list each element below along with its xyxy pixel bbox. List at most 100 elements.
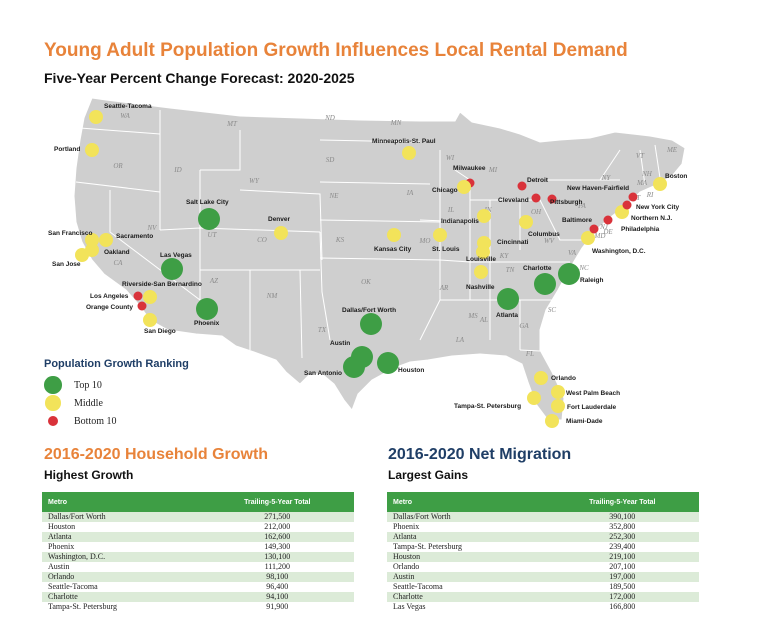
metro-label-phoenix: Phoenix bbox=[194, 320, 220, 327]
state-label-az: AZ bbox=[209, 277, 218, 285]
state-label-ar: AR bbox=[439, 284, 449, 292]
table-row: Atlanta 162,600 bbox=[42, 532, 354, 542]
total-cell: 252,300 bbox=[545, 532, 699, 542]
metro-label-milwaukee: Milwaukee bbox=[453, 165, 486, 172]
total-cell: 111,200 bbox=[200, 562, 354, 572]
metro-marker-las-vegas bbox=[161, 258, 183, 280]
state-label-md: MD bbox=[594, 232, 606, 240]
total-cell: 207,100 bbox=[545, 562, 699, 572]
metro-label-orlando: Orlando bbox=[551, 375, 576, 382]
metro-label-baltimore: Baltimore bbox=[562, 217, 592, 224]
state-label-wv: WV bbox=[544, 237, 555, 245]
metro-marker-st-louis bbox=[433, 228, 447, 242]
total-cell: 98,100 bbox=[200, 572, 354, 582]
household-growth-table: Metro Trailing-5-Year Total Dallas/Fort Wo… bbox=[42, 492, 354, 612]
table-row: Phoenix 352,800 bbox=[387, 522, 699, 532]
metro-label-minneapolis-st-paul: Minneapolis-St. Paul bbox=[372, 138, 436, 145]
state-label-wy: WY bbox=[249, 177, 260, 185]
state-label-wi: WI bbox=[446, 154, 455, 162]
state-label-va: VA bbox=[568, 249, 577, 257]
metro-label-kansas-city: Kansas City bbox=[374, 246, 412, 253]
metro-cell: Dallas/Fort Worth bbox=[42, 512, 201, 522]
metro-marker-new-haven-fairfield bbox=[628, 192, 638, 202]
metro-cell: Austin bbox=[42, 562, 201, 572]
metro-marker-new-york-city bbox=[622, 200, 632, 210]
metro-label-portland: Portland bbox=[54, 146, 80, 153]
total-cell: 96,400 bbox=[200, 582, 354, 592]
metro-cell: Houston bbox=[42, 522, 201, 532]
state-label-nj: NJ bbox=[599, 223, 609, 231]
net-migration-title: 2016-2020 Net Migration bbox=[388, 446, 572, 463]
state-label-ny: NY bbox=[601, 174, 612, 182]
metro-marker-columbus bbox=[519, 215, 533, 229]
metro-label-chicago: Chicago bbox=[432, 187, 458, 194]
metro-label-nashville: Nashville bbox=[466, 284, 495, 291]
metro-marker-baltimore bbox=[589, 224, 599, 234]
state-label-in: IN bbox=[484, 206, 492, 214]
legend-title: Population Growth Ranking bbox=[44, 358, 189, 370]
state-label-nv: NV bbox=[147, 224, 158, 232]
state-label-de: DE bbox=[602, 228, 613, 236]
metro-label-san-francisco: San Francisco bbox=[48, 230, 92, 237]
table-row: Charlotte 172,000 bbox=[387, 592, 699, 602]
metro-marker-denver bbox=[274, 226, 288, 240]
metro-marker-raleigh bbox=[558, 263, 580, 285]
metro-marker-washington-d-c bbox=[581, 231, 595, 245]
metro-marker-louisville bbox=[476, 245, 490, 259]
metro-marker-salt-lake-city bbox=[198, 208, 220, 230]
household-growth-subtitle: Highest Growth bbox=[44, 468, 134, 482]
state-label-al: AL bbox=[479, 316, 488, 324]
metro-label-san-antonio: San Antonio bbox=[304, 370, 342, 377]
table-row: Charlotte 94,100 bbox=[42, 592, 354, 602]
metro-label-west-palm-beach: West Palm Beach bbox=[566, 390, 620, 397]
table-row: Tampa-St. Petersburg 91,900 bbox=[42, 602, 354, 612]
metro-column-header: Metro bbox=[387, 492, 546, 512]
state-label-oh: OH bbox=[531, 208, 542, 216]
table-header-row: Metro Trailing-5-Year Total bbox=[387, 492, 699, 512]
metro-label-denver: Denver bbox=[268, 216, 291, 223]
table-row: Tampa-St. Petersburg 239,400 bbox=[387, 542, 699, 552]
total-cell: 166,800 bbox=[545, 602, 699, 612]
state-label-mi: MI bbox=[488, 166, 498, 174]
metro-label-philadelphia: Philadelphia bbox=[621, 226, 660, 233]
metro-label-boston: Boston bbox=[665, 173, 687, 180]
state-label-wa: WA bbox=[120, 112, 130, 120]
metro-label-charlotte: Charlotte bbox=[523, 265, 552, 272]
metro-label-fort-lauderdale: Fort Lauderdale bbox=[567, 404, 617, 411]
total-cell: 197,000 bbox=[545, 572, 699, 582]
total-cell: 94,100 bbox=[200, 592, 354, 602]
metro-marker-charlotte bbox=[534, 273, 556, 295]
metro-marker-dallas-fort-worth bbox=[360, 313, 382, 335]
metro-marker-detroit bbox=[517, 181, 527, 191]
total-cell: 162,600 bbox=[200, 532, 354, 542]
state-label-ut: UT bbox=[208, 231, 218, 239]
table-row: Las Vegas 166,800 bbox=[387, 602, 699, 612]
state-label-ne: NE bbox=[329, 192, 340, 200]
metro-cell: Houston bbox=[387, 552, 546, 562]
metro-marker-minneapolis-st-paul bbox=[402, 146, 416, 160]
table-row: Austin 111,200 bbox=[42, 562, 354, 572]
metro-cell: Seattle-Tacoma bbox=[42, 582, 201, 592]
state-label-nh: NH bbox=[641, 170, 653, 178]
state-label-sc: SC bbox=[548, 306, 557, 314]
metro-label-oakland: Oakland bbox=[104, 249, 130, 256]
metro-label-tampa-st-petersburg: Tampa-St. Petersburg bbox=[454, 403, 521, 410]
metro-marker-san-jose bbox=[75, 248, 89, 262]
metro-label-new-york-city: New York City bbox=[636, 204, 679, 211]
metro-label-new-haven-fairfield: New Haven-Fairfield bbox=[567, 185, 629, 192]
state-label-ga: GA bbox=[519, 322, 529, 330]
metro-marker-atlanta bbox=[497, 288, 519, 310]
metro-marker-boston bbox=[653, 177, 667, 191]
metro-cell: Tampa-St. Petersburg bbox=[387, 542, 546, 552]
metro-label-orange-county: Orange County bbox=[86, 304, 133, 311]
metro-marker-pittsburgh bbox=[547, 194, 557, 204]
state-label-or: OR bbox=[113, 162, 123, 170]
metro-cell: Phoenix bbox=[42, 542, 201, 552]
total-cell: 219,100 bbox=[545, 552, 699, 562]
state-label-nc: NC bbox=[578, 264, 589, 272]
state-label-me: ME bbox=[666, 146, 678, 154]
state-label-ca: CA bbox=[114, 259, 124, 267]
table-row: Orlando 98,100 bbox=[42, 572, 354, 582]
state-label-sd: SD bbox=[326, 156, 335, 164]
